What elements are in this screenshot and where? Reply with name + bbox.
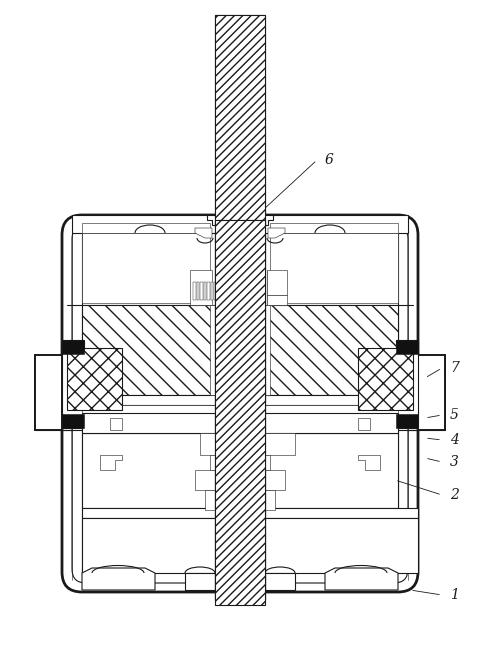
Polygon shape (358, 455, 380, 470)
FancyBboxPatch shape (62, 215, 418, 592)
Polygon shape (265, 215, 273, 225)
Bar (358, 348, 413, 410)
Polygon shape (418, 355, 445, 430)
Polygon shape (110, 418, 122, 430)
Bar (268, 305, 398, 395)
Bar (215, 15, 265, 220)
Bar (211, 282, 213, 300)
Polygon shape (265, 305, 270, 395)
Bar (82, 305, 212, 395)
Bar (396, 340, 418, 428)
Bar (270, 233, 398, 303)
Polygon shape (195, 228, 212, 238)
Bar (207, 282, 209, 300)
Bar (72, 215, 408, 233)
Polygon shape (82, 568, 155, 590)
Polygon shape (35, 355, 62, 430)
Bar (62, 414, 84, 428)
Text: 3: 3 (450, 455, 459, 469)
Polygon shape (358, 418, 370, 430)
Text: 6: 6 (325, 153, 334, 167)
Bar (200, 282, 203, 300)
Bar (82, 433, 398, 508)
Polygon shape (210, 455, 270, 470)
Bar (215, 220, 265, 600)
Polygon shape (325, 568, 398, 590)
Bar (214, 282, 216, 300)
Bar (195, 470, 285, 490)
Bar (205, 490, 275, 510)
Polygon shape (100, 455, 122, 470)
Bar (270, 223, 398, 233)
Polygon shape (268, 228, 285, 238)
Bar (190, 270, 212, 305)
Bar (62, 340, 84, 354)
Bar (82, 508, 418, 518)
Text: 4: 4 (450, 433, 459, 447)
Text: 1: 1 (450, 588, 459, 602)
Bar (267, 295, 287, 305)
Bar (62, 340, 84, 428)
Polygon shape (207, 215, 215, 225)
Text: 7: 7 (450, 361, 459, 375)
Text: 5: 5 (450, 408, 459, 422)
Bar (396, 340, 418, 354)
Bar (267, 270, 287, 295)
Bar (193, 282, 195, 300)
Polygon shape (210, 305, 215, 395)
Bar (82, 223, 210, 233)
Bar (215, 15, 265, 220)
Bar (196, 282, 199, 300)
Bar (396, 414, 418, 428)
Bar (67, 348, 122, 410)
Polygon shape (265, 573, 295, 590)
Bar (200, 433, 295, 455)
Bar (82, 405, 398, 413)
Text: 2: 2 (450, 488, 459, 502)
Bar (82, 233, 210, 303)
Polygon shape (185, 573, 215, 590)
Bar (72, 395, 408, 405)
Bar (82, 518, 418, 573)
Bar (215, 220, 265, 605)
Bar (82, 413, 398, 433)
Bar (204, 282, 206, 300)
